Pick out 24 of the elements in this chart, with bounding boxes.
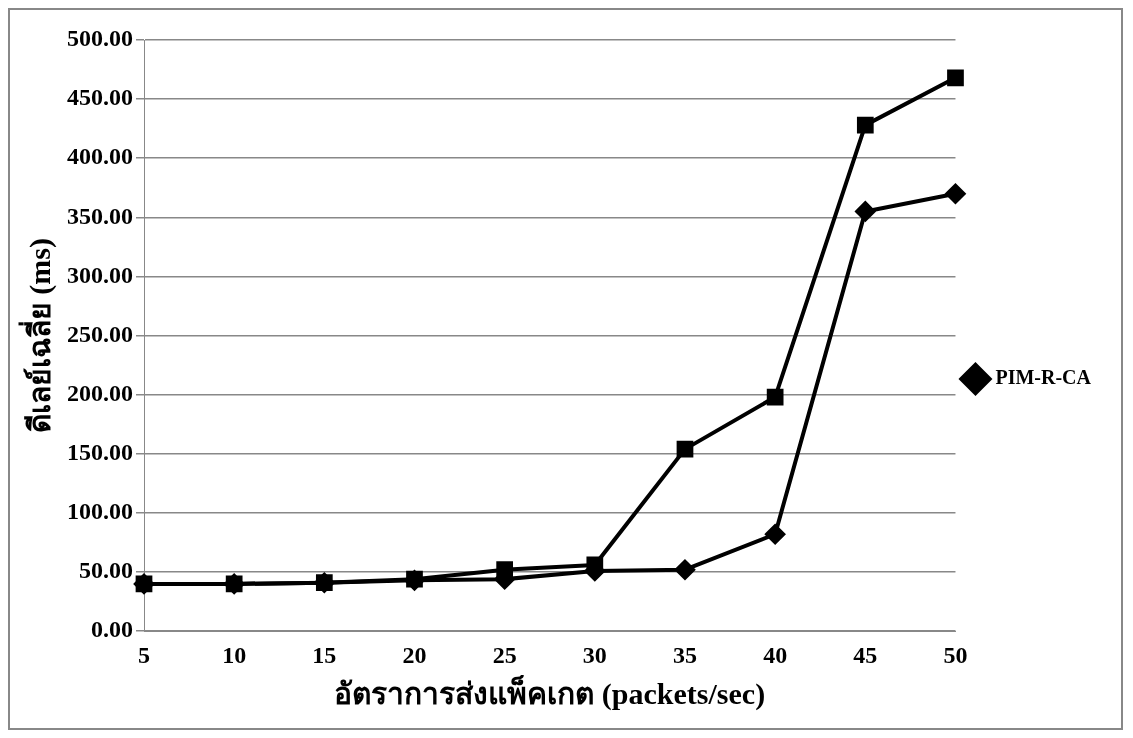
legend-label: PIM-R-CA — [995, 366, 1092, 389]
x-tick-label: 25 — [492, 641, 517, 668]
x-tick-label: 45 — [853, 641, 878, 668]
y-tick-label: 50.00 — [79, 557, 133, 584]
x-tick-label: 15 — [312, 641, 337, 668]
y-tick-label: 250.00 — [67, 320, 133, 347]
x-tick-label: 20 — [402, 641, 427, 668]
x-tick-label: 10 — [222, 641, 247, 668]
y-axis-title: ดีเลย์เฉลี่ย (ms) — [17, 238, 57, 434]
y-tick-label: 400.00 — [67, 143, 133, 170]
y-tick-label: 150.00 — [67, 439, 133, 466]
y-tick-label: 200.00 — [67, 379, 133, 406]
y-tick-label: 0.00 — [91, 616, 133, 643]
x-tick-label: 40 — [763, 641, 788, 668]
x-tick-label: 5 — [138, 641, 150, 668]
y-tick-label: 350.00 — [67, 202, 133, 229]
x-axis-title: อัตราการส่งแพ็คเกต (packets/sec) — [334, 674, 766, 711]
y-tick-label: 450.00 — [67, 84, 133, 111]
x-tick-label: 30 — [582, 641, 607, 668]
x-tick-label: 50 — [943, 641, 968, 668]
y-tick-label: 300.00 — [67, 261, 133, 288]
x-tick-label: 35 — [672, 641, 697, 668]
y-tick-label: 100.00 — [67, 498, 133, 525]
y-tick-label: 500.00 — [67, 25, 133, 52]
